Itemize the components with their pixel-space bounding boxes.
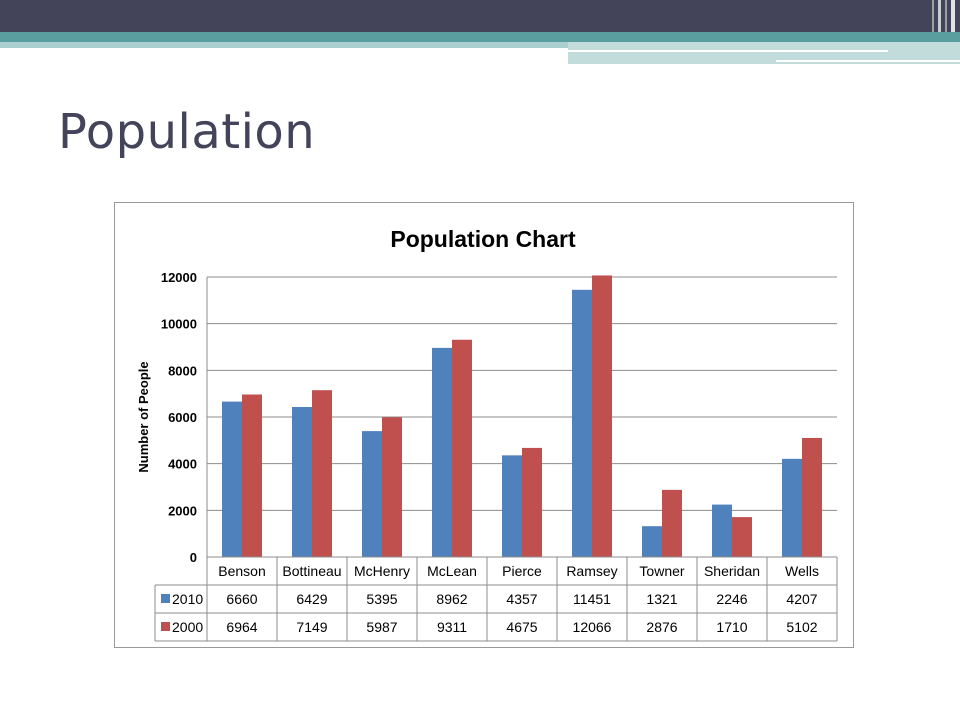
data-label: 4675 [506,619,537,635]
data-label: 5395 [366,591,397,607]
y-tick-label: 12000 [161,270,197,285]
category-label: Towner [639,563,684,579]
y-tick-labels: 0 2000 4000 6000 8000 10000 12000 [161,270,197,565]
bars [222,275,822,557]
category-label: Benson [218,563,265,579]
category-label: McHenry [354,563,410,579]
legend-key-2000 [161,622,170,631]
bar-2000-pierce [522,447,542,557]
legend-label: 2000 [172,619,203,635]
y-axis-label: Number of People [136,361,151,472]
bar-2010-pierce [502,455,522,557]
category-label: Wells [785,563,819,579]
data-label: 8962 [436,591,467,607]
y-tick-label: 2000 [168,503,197,518]
bar-2000-benson [242,394,262,557]
legend-label: 2010 [172,591,203,607]
slide-title: Population [58,104,316,160]
bar-2000-sheridan [732,517,752,557]
data-label: 1710 [716,619,747,635]
bar-2000-towner [662,489,682,557]
slide-header-bar [0,0,960,32]
y-tick-label: 8000 [168,363,197,378]
legend-key-2010 [161,594,170,603]
slide-accent-band [0,32,960,42]
y-tick-label: 0 [190,550,197,565]
category-label: McLean [427,563,477,579]
category-label: Sheridan [704,563,760,579]
data-label: 5987 [366,619,397,635]
data-label: 11451 [573,591,611,607]
slide-accent-band-right [568,42,960,64]
data-label: 9311 [437,619,467,635]
bar-2000-mclean [452,339,472,557]
chart-title: Population Chart [390,226,576,252]
data-label: 6964 [226,619,257,635]
bar-2010-benson [222,401,242,557]
category-label: Ramsey [566,563,617,579]
data-label: 5102 [786,619,817,635]
data-table: Benson Bottineau McHenry McLean Pierce Ramsey… [154,556,838,642]
slide-accent-line-2 [776,60,960,62]
y-tick-label: 4000 [168,457,197,472]
slide-accent-band-light [0,42,570,48]
data-label: 12066 [573,619,612,635]
chart-frame: Population Chart Number of People 0 2000 4… [114,202,854,648]
bar-2000-bottineau [312,390,332,557]
bar-2010-towner [642,526,662,557]
bar-2010-mclean [432,347,452,557]
bar-2010-ramsey [572,289,592,557]
data-label: 2246 [716,591,747,607]
bar-2010-wells [782,458,802,557]
data-label: 6660 [226,591,257,607]
slide-accent-line [568,50,888,52]
data-label: 4207 [786,591,817,607]
bar-2000-mchenry [382,417,402,557]
bar-2010-mchenry [362,431,382,557]
data-label: 1321 [646,591,677,607]
data-label: 4357 [506,591,537,607]
data-label: 2876 [646,619,677,635]
category-label: Bottineau [282,563,341,579]
bar-2010-bottineau [292,406,312,557]
data-label: 6429 [296,591,327,607]
population-chart: Population Chart Number of People 0 2000 4… [136,226,838,642]
y-tick-label: 6000 [168,410,197,425]
bar-2000-ramsey [592,275,612,557]
bar-2000-wells [802,437,822,557]
data-label: 7149 [296,619,327,635]
y-tick-label: 10000 [161,317,197,332]
bar-2010-sheridan [712,504,732,557]
category-label: Pierce [502,563,542,579]
